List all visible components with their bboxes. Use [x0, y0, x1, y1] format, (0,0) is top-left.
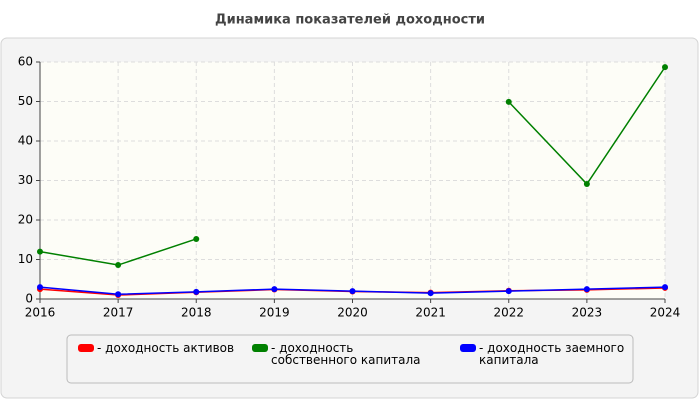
- legend-swatch: [78, 344, 94, 352]
- point: [349, 288, 356, 295]
- y-tick-label: 50: [18, 94, 33, 108]
- y-tick-label: 0: [25, 292, 33, 306]
- point: [427, 290, 434, 297]
- legend-swatch: [460, 344, 476, 352]
- chart-title: Динамика показателей доходности: [215, 13, 485, 28]
- point: [37, 248, 43, 255]
- point: [583, 286, 590, 293]
- y-tick-label: 20: [18, 213, 33, 227]
- x-tick-label: 2018: [181, 306, 212, 320]
- legend-item: - доходность заемного капитала: [460, 342, 644, 366]
- point: [662, 64, 668, 71]
- x-tick-label: 2024: [650, 306, 681, 320]
- point: [505, 98, 512, 105]
- x-tick-label: 2020: [337, 306, 368, 320]
- y-tick-label: 60: [18, 55, 33, 69]
- point: [37, 284, 43, 291]
- legend-label: - доходность активов: [97, 341, 235, 355]
- y-tick-label: 10: [18, 252, 33, 266]
- point: [505, 288, 512, 295]
- legend-item: - доходность собственного капитала: [252, 342, 436, 366]
- point: [193, 288, 200, 295]
- legend-swatch: [252, 344, 268, 352]
- point: [193, 235, 200, 242]
- legend-label: - доходность собственного капитала: [271, 341, 421, 367]
- point: [115, 291, 122, 298]
- legend-box: [66, 334, 634, 384]
- x-tick-label: 2022: [493, 306, 524, 320]
- point: [583, 181, 590, 188]
- x-tick-label: 2021: [415, 306, 446, 320]
- y-tick-label: 30: [18, 173, 33, 187]
- x-tick-label: 2023: [572, 306, 603, 320]
- y-tick-label: 40: [18, 134, 33, 148]
- x-tick-label: 2019: [259, 306, 290, 320]
- x-tick-label: 2016: [25, 306, 56, 320]
- legend-item: - доходность активов: [78, 342, 262, 354]
- point: [271, 286, 278, 293]
- legend-label: - доходность заемного капитала: [479, 341, 625, 367]
- x-tick-label: 2017: [103, 306, 134, 320]
- point: [115, 262, 122, 269]
- point: [662, 284, 668, 291]
